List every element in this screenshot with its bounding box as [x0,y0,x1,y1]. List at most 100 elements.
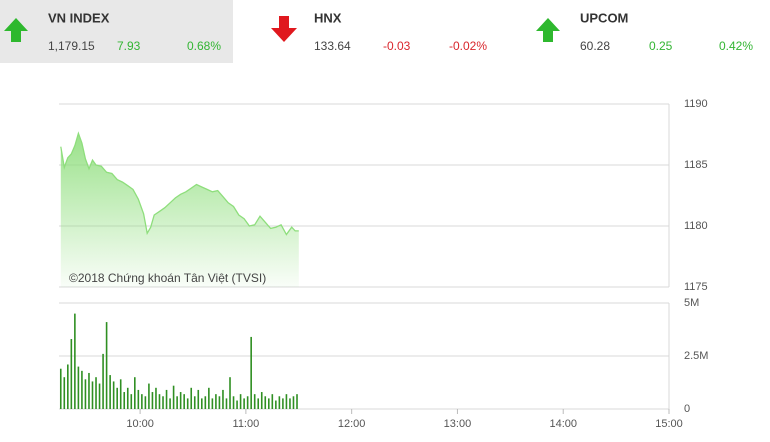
volume-bar [201,398,203,409]
volume-bar [215,394,217,409]
volume-bar [169,398,171,409]
arrow-up [536,18,560,42]
y-tick-label: 1185 [684,159,708,171]
volume-bar [289,398,291,409]
index-percent: -0.02% [449,39,487,53]
watermark: ©2018 Chứng khoán Tân Việt (TVSI) [69,271,266,285]
volume-bar [98,383,101,409]
volume-bar [197,389,200,409]
volume-bar [148,383,150,409]
volume-bar [285,394,288,409]
volume-bar [105,322,108,409]
volume-bar [193,396,196,409]
volume-bar [186,398,189,409]
volume-bar [116,387,118,409]
volume-bar [267,398,270,409]
x-tick-label: 11:00 [233,418,260,430]
volume-bar [91,381,94,409]
volume-bar [126,387,129,409]
volume-bar [144,396,147,409]
index-change: -0.03 [383,39,411,53]
volume-bar [130,394,133,409]
volume-bar [102,353,104,409]
volume-bar [250,336,252,409]
volume-bar [112,381,115,409]
volume-bar [151,392,154,409]
volume-bar [155,387,157,409]
volume-bar [292,396,295,409]
volume-bar [109,375,111,409]
volume-bar [190,387,193,409]
volume-bar [236,400,238,409]
volume-bar [229,377,231,409]
volume-bar [141,394,143,409]
volume-bar [165,389,168,409]
volume-bar [81,370,83,409]
volume-bar [77,366,80,409]
volume-bar [260,392,263,409]
volume-bar [172,385,175,409]
volume-bar [296,394,298,409]
volume-bar [246,396,249,409]
volume-bar [63,377,66,409]
volume-bar [183,394,185,409]
arrow-up [4,18,28,42]
volume-bar [253,394,256,409]
volume-bar [59,368,62,409]
volume-bar [70,339,73,409]
volume-bar [67,364,69,409]
index-change: 0.25 [649,39,673,53]
x-tick-label: 13:00 [444,418,472,430]
volume-bar [95,377,97,409]
volume-bar [137,389,140,409]
volume-bar [264,396,267,409]
y-tick-label: 2.5M [684,350,708,362]
volume-bar [257,398,260,409]
volume-bar [134,377,136,409]
index-value: 133.64 [314,39,351,53]
volume-bar [208,387,210,409]
volume-bar [211,398,214,409]
volume-bar [222,389,224,409]
volume-bar [218,396,221,409]
volume-bar [243,398,245,409]
volume-bar [232,396,235,409]
index-percent: 0.42% [719,39,753,53]
y-tick-label: 1175 [684,281,708,293]
index-value: 60.28 [580,39,610,53]
volume-bar [88,372,90,409]
volume-bar [74,313,76,409]
y-tick-label: 5M [684,297,699,309]
x-tick-label: 15:00 [655,418,683,430]
index-name[interactable]: VN INDEX [48,10,110,25]
volume-bar [271,394,274,409]
volume-bar [239,394,242,409]
index-value: 1,179.15 [48,39,95,53]
y-tick-label: 0 [684,403,690,415]
index-percent: 0.68% [187,39,221,53]
volume-bar [278,396,281,409]
volume-bar [275,400,277,409]
volume-bar [204,396,207,409]
y-tick-label: 1190 [684,98,708,110]
x-tick-label: 10:00 [126,418,154,430]
price-area [60,133,299,287]
index-name[interactable]: UPCOM [580,10,628,25]
x-tick-label: 14:00 [549,418,577,430]
volume-bar [225,398,228,409]
volume-bar [84,379,87,409]
volume-bar [119,379,122,409]
volume-bar [282,398,284,409]
volume-bar [158,394,161,409]
volume-bar [179,392,182,409]
tile-selected[interactable] [0,0,233,63]
price-line [60,131,299,236]
volume-bar [123,392,126,409]
y-tick-label: 1180 [684,220,708,232]
volume-bar [176,396,178,409]
volume-bar [162,396,164,409]
index-change: 7.93 [117,39,141,53]
x-tick-label: 12:00 [338,418,366,430]
index-name[interactable]: HNX [314,10,342,25]
